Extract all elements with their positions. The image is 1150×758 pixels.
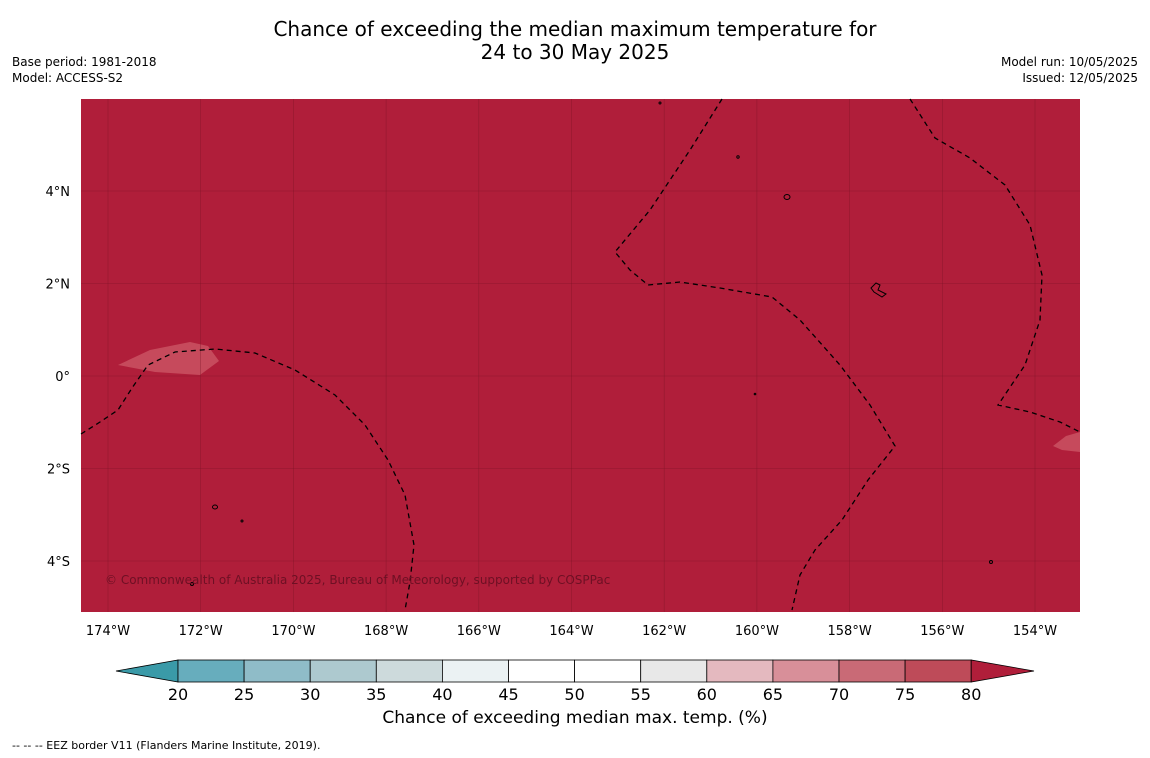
lat-tick-label: 4°S bbox=[47, 555, 70, 570]
lat-tick-label: 2°N bbox=[46, 278, 71, 293]
island-4 bbox=[190, 582, 194, 586]
gridlines bbox=[81, 99, 1080, 612]
colorbar bbox=[115, 659, 1035, 683]
map-panel: © Commonwealth of Australia 2025, Bureau… bbox=[80, 98, 1081, 612]
lon-tick-label: 154°W bbox=[1013, 624, 1057, 639]
anomaly-patch-east bbox=[1053, 432, 1080, 452]
map-title-line1: Chance of exceeding the median maximum t… bbox=[273, 17, 877, 41]
colorbar-title: Chance of exceeding median max. temp. (%… bbox=[382, 708, 768, 728]
map-title: Chance of exceeding the median maximum t… bbox=[0, 18, 1150, 64]
lat-tick-label: 0° bbox=[55, 370, 70, 385]
latitude-labels: 4°N 2°N 0° 2°S 4°S bbox=[46, 185, 71, 570]
colorbar-segment bbox=[640, 659, 708, 683]
colorbar-tick-label: 45 bbox=[498, 685, 518, 704]
eez-borders bbox=[80, 98, 1081, 611]
colorbar-extend-high bbox=[970, 659, 1035, 683]
lon-tick-label: 170°W bbox=[271, 624, 315, 639]
colorbar-segment bbox=[375, 659, 443, 683]
colorbar-labels: 20 25 30 35 40 45 50 55 60 65 70 75 80 bbox=[168, 685, 982, 704]
lon-tick-label: 172°W bbox=[179, 624, 223, 639]
map-background bbox=[81, 99, 1080, 612]
eez-border-central bbox=[614, 98, 896, 611]
island-kiritimati bbox=[870, 282, 887, 298]
issued-text: Issued: 12/05/2025 bbox=[1022, 71, 1138, 85]
base-period-text: Base period: 1981-2018 bbox=[12, 55, 157, 69]
lon-tick-label: 158°W bbox=[828, 624, 872, 639]
island-1 bbox=[783, 194, 791, 200]
eez-legend-footnote: -- -- -- EEZ border V11 (Flanders Marine… bbox=[12, 739, 321, 752]
map-title-line2: 24 to 30 May 2025 bbox=[480, 40, 670, 64]
lon-tick-label: 168°W bbox=[364, 624, 408, 639]
copyright-text: © Commonwealth of Australia 2025, Bureau… bbox=[105, 573, 610, 587]
island-6 bbox=[658, 101, 662, 105]
model-run-text: Model run: 10/05/2025 bbox=[1000, 55, 1138, 69]
colorbar-segment bbox=[508, 659, 575, 683]
colorbar-tick-label: 35 bbox=[366, 685, 386, 704]
colorbar-segment bbox=[441, 659, 509, 683]
lon-tick-label: 156°W bbox=[920, 624, 964, 639]
colorbar-tick-label: 70 bbox=[829, 685, 849, 704]
lat-tick-label: 2°S bbox=[47, 463, 70, 478]
island-7 bbox=[753, 392, 757, 396]
colorbar-segment bbox=[706, 659, 774, 683]
lon-tick-label: 164°W bbox=[549, 624, 593, 639]
colorbar-segment bbox=[838, 659, 906, 683]
lat-tick-label: 4°N bbox=[46, 185, 71, 200]
island-2 bbox=[212, 504, 218, 510]
colorbar-tick-label: 75 bbox=[895, 685, 915, 704]
colorbar-segment bbox=[904, 659, 972, 683]
colorbar-tick-label: 65 bbox=[763, 685, 783, 704]
colorbar-tick-label: 30 bbox=[300, 685, 320, 704]
colorbar-segment bbox=[772, 659, 840, 683]
meta-left: Base period: 1981-2018 Model: ACCESS-S2 bbox=[12, 54, 157, 86]
island-3 bbox=[240, 519, 244, 523]
colorbar-tick-label: 25 bbox=[234, 685, 254, 704]
colorbar-tick-label: 55 bbox=[631, 685, 651, 704]
eez-border-west bbox=[80, 348, 415, 611]
colorbar-segment bbox=[177, 659, 245, 683]
longitude-labels: 174°W 172°W 170°W 168°W 166°W 164°W 162°W 160°W… bbox=[86, 624, 1057, 639]
lon-tick-label: 160°W bbox=[735, 624, 779, 639]
colorbar-extend-low bbox=[115, 659, 179, 683]
colorbar-segment bbox=[309, 659, 377, 683]
colorbar-tick-label: 40 bbox=[432, 685, 452, 704]
colorbar-segment bbox=[243, 659, 311, 683]
lon-tick-label: 162°W bbox=[642, 624, 686, 639]
colorbar-tick-label: 60 bbox=[697, 685, 717, 704]
colorbar-segment bbox=[574, 659, 642, 683]
island-8 bbox=[989, 560, 993, 564]
island-5 bbox=[736, 155, 740, 159]
lon-tick-label: 174°W bbox=[86, 624, 130, 639]
meta-right: Model run: 10/05/2025 Issued: 12/05/2025 bbox=[1001, 54, 1138, 86]
colorbar-tick-label: 50 bbox=[564, 685, 584, 704]
model-text: Model: ACCESS-S2 bbox=[12, 71, 124, 85]
islands bbox=[190, 101, 993, 586]
colorbar-tick-label: 20 bbox=[168, 685, 188, 704]
colorbar-tick-label: 80 bbox=[961, 685, 981, 704]
lon-tick-label: 166°W bbox=[457, 624, 501, 639]
eez-border-east bbox=[909, 98, 1081, 433]
